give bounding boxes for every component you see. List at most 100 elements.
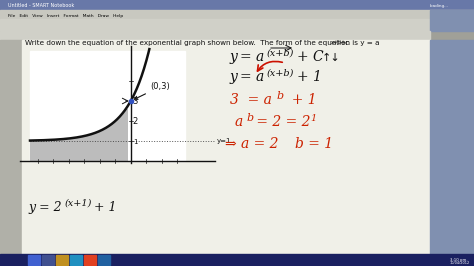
Text: 1: 1	[310, 114, 316, 123]
Bar	[83, 136, 85, 161]
Bar	[78, 137, 80, 161]
Bar	[68, 139, 70, 161]
Bar	[121, 115, 123, 161]
Text: 10/04/2012: 10/04/2012	[450, 261, 470, 265]
Text: b: b	[247, 113, 254, 123]
Bar	[72, 138, 73, 161]
Bar	[48, 140, 50, 161]
Text: b: b	[277, 91, 284, 101]
Text: y: y	[230, 70, 238, 84]
Text: (x+b): (x+b)	[267, 49, 294, 58]
Bar	[109, 126, 111, 161]
Bar	[94, 133, 96, 161]
Bar	[70, 255, 82, 265]
Text: + 1: + 1	[283, 93, 317, 107]
Bar	[113, 123, 114, 161]
Bar	[123, 113, 124, 161]
Text: y: y	[230, 50, 238, 64]
Text: + 1: + 1	[90, 201, 117, 214]
Bar	[63, 139, 65, 161]
Bar	[55, 140, 56, 161]
Text: 3  = a: 3 = a	[230, 93, 272, 107]
Text: ⇒ a = 2: ⇒ a = 2	[225, 137, 279, 151]
Bar	[66, 139, 68, 161]
Text: 2: 2	[133, 118, 138, 127]
Bar	[0, 254, 474, 266]
Bar	[430, 40, 474, 254]
Bar	[119, 117, 121, 161]
Text: 3: 3	[133, 98, 138, 106]
Bar	[0, 10, 474, 19]
Bar	[98, 132, 100, 161]
Text: a: a	[235, 115, 243, 129]
Bar	[70, 138, 72, 161]
Text: + 1: + 1	[297, 70, 322, 84]
Bar	[100, 131, 101, 161]
Text: (0,3): (0,3)	[134, 82, 171, 99]
Bar	[22, 40, 430, 254]
Bar	[30, 140, 32, 161]
Bar	[45, 140, 46, 161]
Bar	[90, 135, 91, 161]
Bar	[124, 111, 126, 161]
Bar	[42, 255, 54, 265]
Bar	[0, 40, 22, 254]
Bar	[28, 255, 40, 265]
Bar	[65, 139, 66, 161]
Bar	[46, 140, 48, 161]
Bar	[60, 139, 62, 161]
Bar	[76, 138, 78, 161]
Text: 1: 1	[133, 139, 137, 145]
Bar	[62, 139, 63, 161]
Bar	[33, 140, 35, 161]
Bar	[106, 128, 108, 161]
Text: ↑↓: ↑↓	[322, 53, 341, 63]
Bar	[85, 136, 86, 161]
Bar	[73, 138, 75, 161]
Text: 3:10 pm.: 3:10 pm.	[450, 258, 468, 262]
Text: y = 2: y = 2	[28, 201, 62, 214]
Text: = a: = a	[240, 50, 264, 64]
Text: x+b: x+b	[331, 39, 342, 44]
Bar	[42, 140, 43, 161]
Bar	[126, 109, 128, 161]
Bar	[40, 140, 42, 161]
Text: Write down the equation of the exponential graph shown below.  The form of the e: Write down the equation of the exponenti…	[25, 40, 380, 46]
Bar	[58, 139, 60, 161]
Text: Untitled - SMART Notebook: Untitled - SMART Notebook	[8, 3, 74, 8]
Bar	[0, 19, 430, 31]
Bar	[53, 140, 55, 161]
Bar	[118, 119, 119, 161]
Text: y=1: y=1	[217, 138, 231, 144]
Bar	[75, 138, 76, 161]
Bar	[52, 140, 53, 161]
Bar	[30, 51, 185, 161]
Bar	[96, 132, 98, 161]
Bar	[50, 140, 52, 161]
Text: (x+1): (x+1)	[65, 199, 92, 208]
Text: = 2 = 2: = 2 = 2	[252, 115, 310, 129]
Bar	[430, 10, 474, 31]
Bar	[91, 134, 93, 161]
Bar	[56, 255, 68, 265]
Text: +c: +c	[339, 40, 349, 46]
Bar	[88, 135, 90, 161]
Bar	[103, 130, 104, 161]
Bar	[116, 120, 118, 161]
Bar	[111, 124, 113, 161]
Bar	[43, 140, 45, 161]
Bar	[104, 129, 106, 161]
Text: File   Edit   View   Insert   Format   Math   Draw   Help: File Edit View Insert Format Math Draw H…	[8, 14, 123, 18]
Bar	[98, 255, 110, 265]
Text: (x+b): (x+b)	[267, 69, 294, 78]
Bar	[86, 135, 88, 161]
Bar	[108, 127, 109, 161]
Bar	[84, 255, 96, 265]
Text: = a: = a	[240, 70, 264, 84]
Bar	[0, 0, 474, 10]
Bar	[56, 140, 58, 161]
Bar	[36, 140, 38, 161]
Bar	[93, 134, 94, 161]
Text: b = 1: b = 1	[295, 137, 333, 151]
Bar	[82, 137, 83, 161]
